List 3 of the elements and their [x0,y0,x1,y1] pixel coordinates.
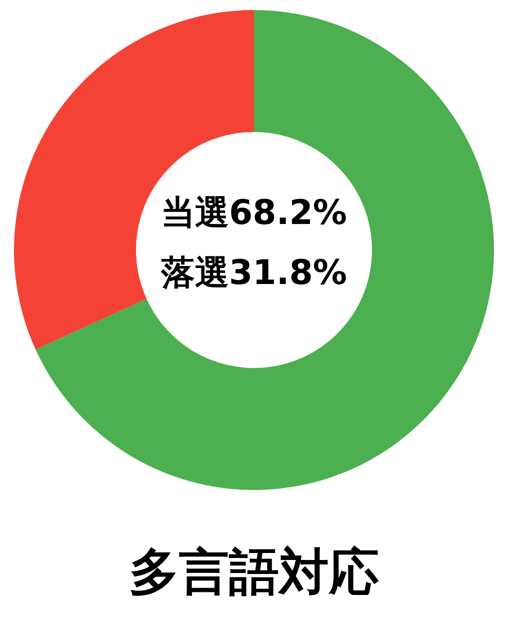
text: 当選68.2% [161,193,347,233]
text: 多言語対応 [129,543,379,601]
text: 落選31.8% [160,253,347,293]
